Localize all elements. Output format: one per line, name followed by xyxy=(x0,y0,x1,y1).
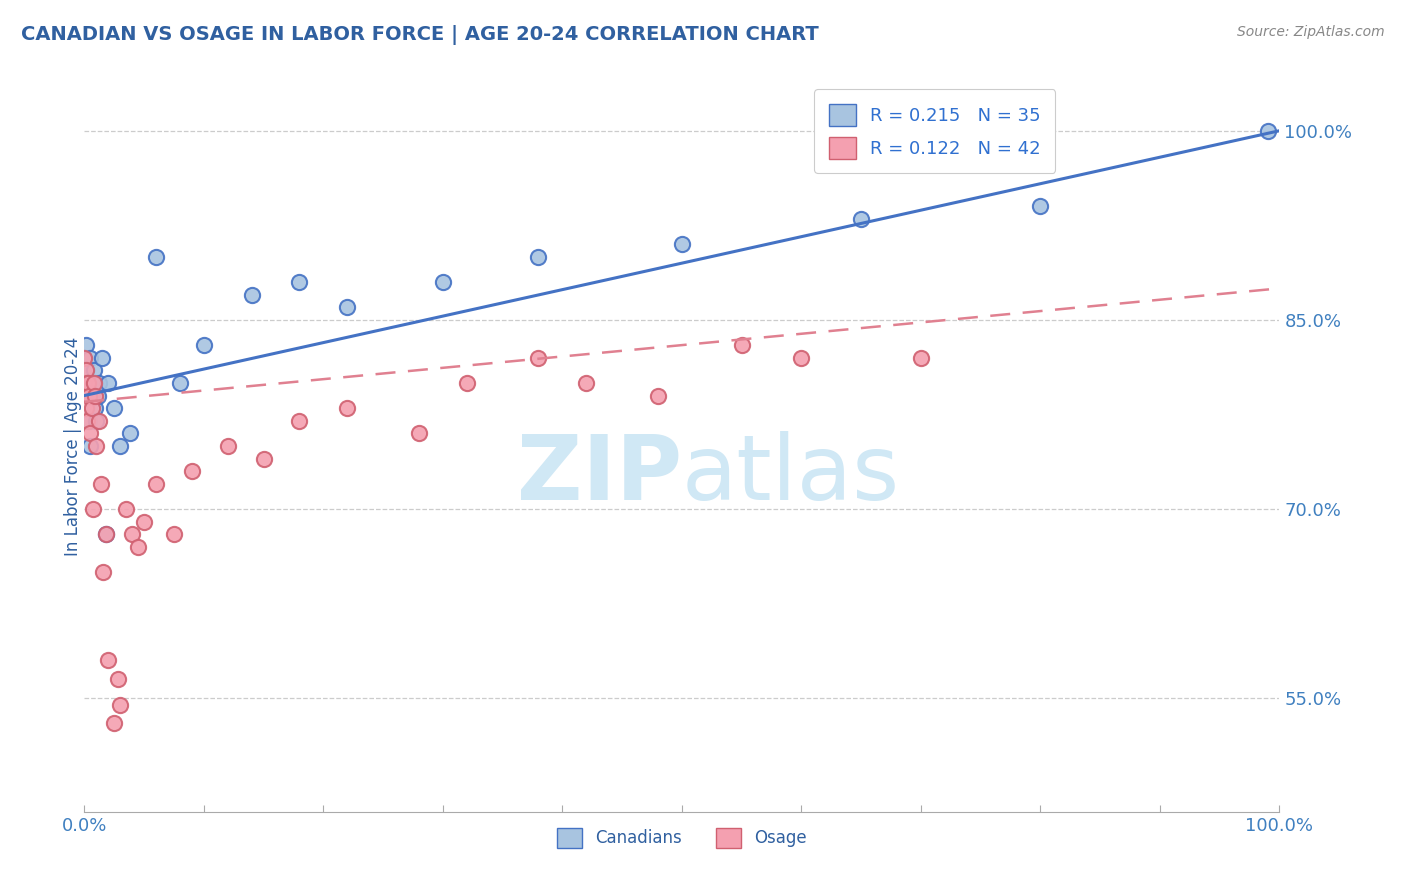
Point xyxy=(647,388,669,402)
Point xyxy=(86,414,108,428)
Point xyxy=(90,476,112,491)
Point xyxy=(87,376,110,390)
Point xyxy=(790,351,813,365)
Point xyxy=(75,401,97,416)
Point xyxy=(575,376,598,390)
Point xyxy=(94,527,117,541)
Point xyxy=(76,376,98,390)
Point xyxy=(1029,199,1052,213)
Point xyxy=(132,515,156,529)
Point xyxy=(77,388,100,402)
Point xyxy=(240,287,263,301)
Point xyxy=(87,414,110,428)
Text: atlas: atlas xyxy=(682,431,900,519)
Point xyxy=(103,716,125,731)
Point xyxy=(82,376,104,390)
Point xyxy=(253,451,276,466)
Point xyxy=(84,388,107,402)
Point xyxy=(80,388,103,402)
Point xyxy=(910,351,932,365)
Point xyxy=(84,401,107,416)
Point xyxy=(86,388,108,402)
Point xyxy=(97,653,120,667)
Point xyxy=(75,363,97,377)
Point xyxy=(77,388,100,402)
Point xyxy=(145,250,167,264)
Point xyxy=(527,250,550,264)
Point xyxy=(408,426,430,441)
Point xyxy=(217,439,239,453)
Point xyxy=(93,565,115,579)
Point xyxy=(73,376,96,390)
Point xyxy=(94,527,117,541)
Point xyxy=(110,698,132,712)
Point xyxy=(288,414,311,428)
Point xyxy=(731,338,754,352)
Point xyxy=(75,338,97,352)
Point xyxy=(671,237,693,252)
Point xyxy=(121,527,143,541)
Point xyxy=(73,351,96,365)
Point xyxy=(1257,124,1279,138)
Point xyxy=(336,401,359,416)
Legend: Canadians, Osage: Canadians, Osage xyxy=(551,821,813,855)
Point xyxy=(193,338,215,352)
Point xyxy=(110,439,132,453)
Point xyxy=(103,401,125,416)
Point xyxy=(91,351,114,365)
Point xyxy=(76,414,98,428)
Text: ZIP: ZIP xyxy=(517,431,682,519)
Point xyxy=(851,212,873,227)
Point xyxy=(77,376,100,390)
Point xyxy=(82,502,104,516)
Point xyxy=(79,426,101,441)
Point xyxy=(432,275,454,289)
Point xyxy=(456,376,478,390)
Point xyxy=(527,351,550,365)
Point xyxy=(181,464,204,478)
Point xyxy=(73,401,96,416)
Point xyxy=(77,414,100,428)
Point xyxy=(79,439,101,453)
Point xyxy=(86,439,108,453)
Y-axis label: In Labor Force | Age 20-24: In Labor Force | Age 20-24 xyxy=(65,336,82,556)
Point xyxy=(83,376,105,390)
Point xyxy=(127,540,149,554)
Point xyxy=(76,376,98,390)
Point xyxy=(145,476,167,491)
Point xyxy=(107,673,129,687)
Point xyxy=(73,388,96,402)
Point xyxy=(80,401,103,416)
Point xyxy=(288,275,311,289)
Point xyxy=(79,351,101,365)
Text: Source: ZipAtlas.com: Source: ZipAtlas.com xyxy=(1237,25,1385,39)
Point xyxy=(336,300,359,314)
Point xyxy=(73,376,96,390)
Point xyxy=(73,351,96,365)
Point xyxy=(75,363,97,377)
Point xyxy=(83,363,105,377)
Point xyxy=(163,527,186,541)
Point xyxy=(118,426,141,441)
Text: CANADIAN VS OSAGE IN LABOR FORCE | AGE 20-24 CORRELATION CHART: CANADIAN VS OSAGE IN LABOR FORCE | AGE 2… xyxy=(21,25,818,45)
Point xyxy=(115,502,138,516)
Point xyxy=(169,376,191,390)
Point xyxy=(97,376,120,390)
